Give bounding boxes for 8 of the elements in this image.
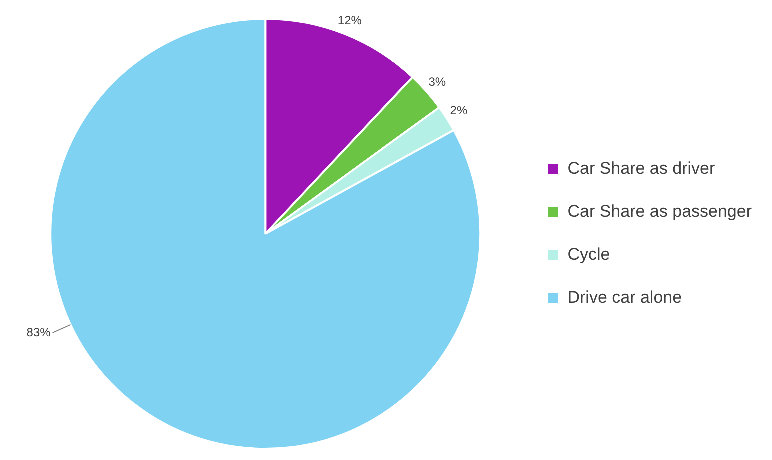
- legend-label: Cycle: [568, 245, 610, 264]
- data-label: 83%: [26, 325, 52, 340]
- legend-label: Car Share as driver: [568, 159, 716, 178]
- data-label: 3%: [428, 74, 446, 89]
- data-label: 2%: [450, 104, 468, 118]
- legend-label: Car Share as passenger: [568, 202, 752, 222]
- data-label: 12%: [338, 13, 362, 28]
- legend-label: Drive car alone: [568, 288, 682, 308]
